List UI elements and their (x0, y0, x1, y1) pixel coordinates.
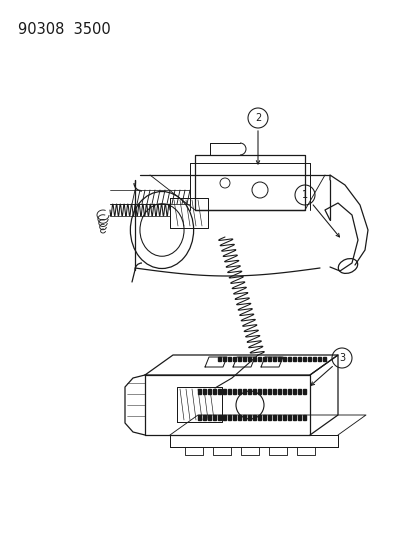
Bar (312, 357, 316, 361)
Bar (203, 389, 206, 394)
Bar (208, 389, 211, 394)
Bar (218, 415, 221, 420)
Bar (298, 415, 301, 420)
Bar (302, 357, 305, 361)
Bar (247, 357, 251, 361)
Bar (278, 357, 280, 361)
Bar (322, 357, 325, 361)
Bar (258, 389, 261, 394)
Bar (292, 357, 295, 361)
Bar (218, 389, 221, 394)
Bar (198, 415, 201, 420)
Bar (307, 357, 310, 361)
Text: 2: 2 (254, 113, 261, 123)
Bar (243, 415, 246, 420)
Bar (263, 415, 266, 420)
Bar (288, 415, 291, 420)
Bar (273, 389, 276, 394)
Bar (252, 357, 256, 361)
Bar (293, 415, 296, 420)
Bar (233, 389, 236, 394)
Text: 3: 3 (338, 353, 344, 363)
Bar (263, 357, 266, 361)
Bar (298, 389, 301, 394)
Bar (297, 357, 300, 361)
Bar (282, 357, 285, 361)
Bar (263, 389, 266, 394)
Bar (237, 357, 240, 361)
Bar (278, 415, 281, 420)
Bar (233, 415, 236, 420)
Text: 1: 1 (301, 190, 307, 200)
Bar (283, 415, 286, 420)
Bar (228, 389, 231, 394)
Bar (293, 389, 296, 394)
Bar (258, 415, 261, 420)
Bar (288, 389, 291, 394)
Bar (203, 415, 206, 420)
Bar (213, 415, 216, 420)
Bar (248, 415, 251, 420)
Bar (273, 357, 275, 361)
Bar (238, 415, 241, 420)
Bar (223, 415, 226, 420)
Bar (303, 415, 306, 420)
Bar (218, 357, 221, 361)
Bar (248, 389, 251, 394)
Bar (257, 357, 261, 361)
Bar (253, 415, 256, 420)
Bar (198, 389, 201, 394)
Bar (317, 357, 320, 361)
Bar (233, 357, 235, 361)
Bar (268, 389, 271, 394)
Bar (238, 389, 241, 394)
Bar (273, 415, 276, 420)
Bar (223, 357, 225, 361)
Bar (278, 389, 281, 394)
Bar (223, 389, 226, 394)
Bar (283, 389, 286, 394)
Bar (243, 389, 246, 394)
Bar (228, 357, 230, 361)
Bar (213, 389, 216, 394)
Bar (268, 415, 271, 420)
Bar (268, 357, 271, 361)
Bar (253, 389, 256, 394)
Bar (242, 357, 245, 361)
Bar (228, 415, 231, 420)
Bar (208, 415, 211, 420)
Bar (303, 389, 306, 394)
Bar (287, 357, 290, 361)
Text: 90308  3500: 90308 3500 (18, 22, 111, 37)
